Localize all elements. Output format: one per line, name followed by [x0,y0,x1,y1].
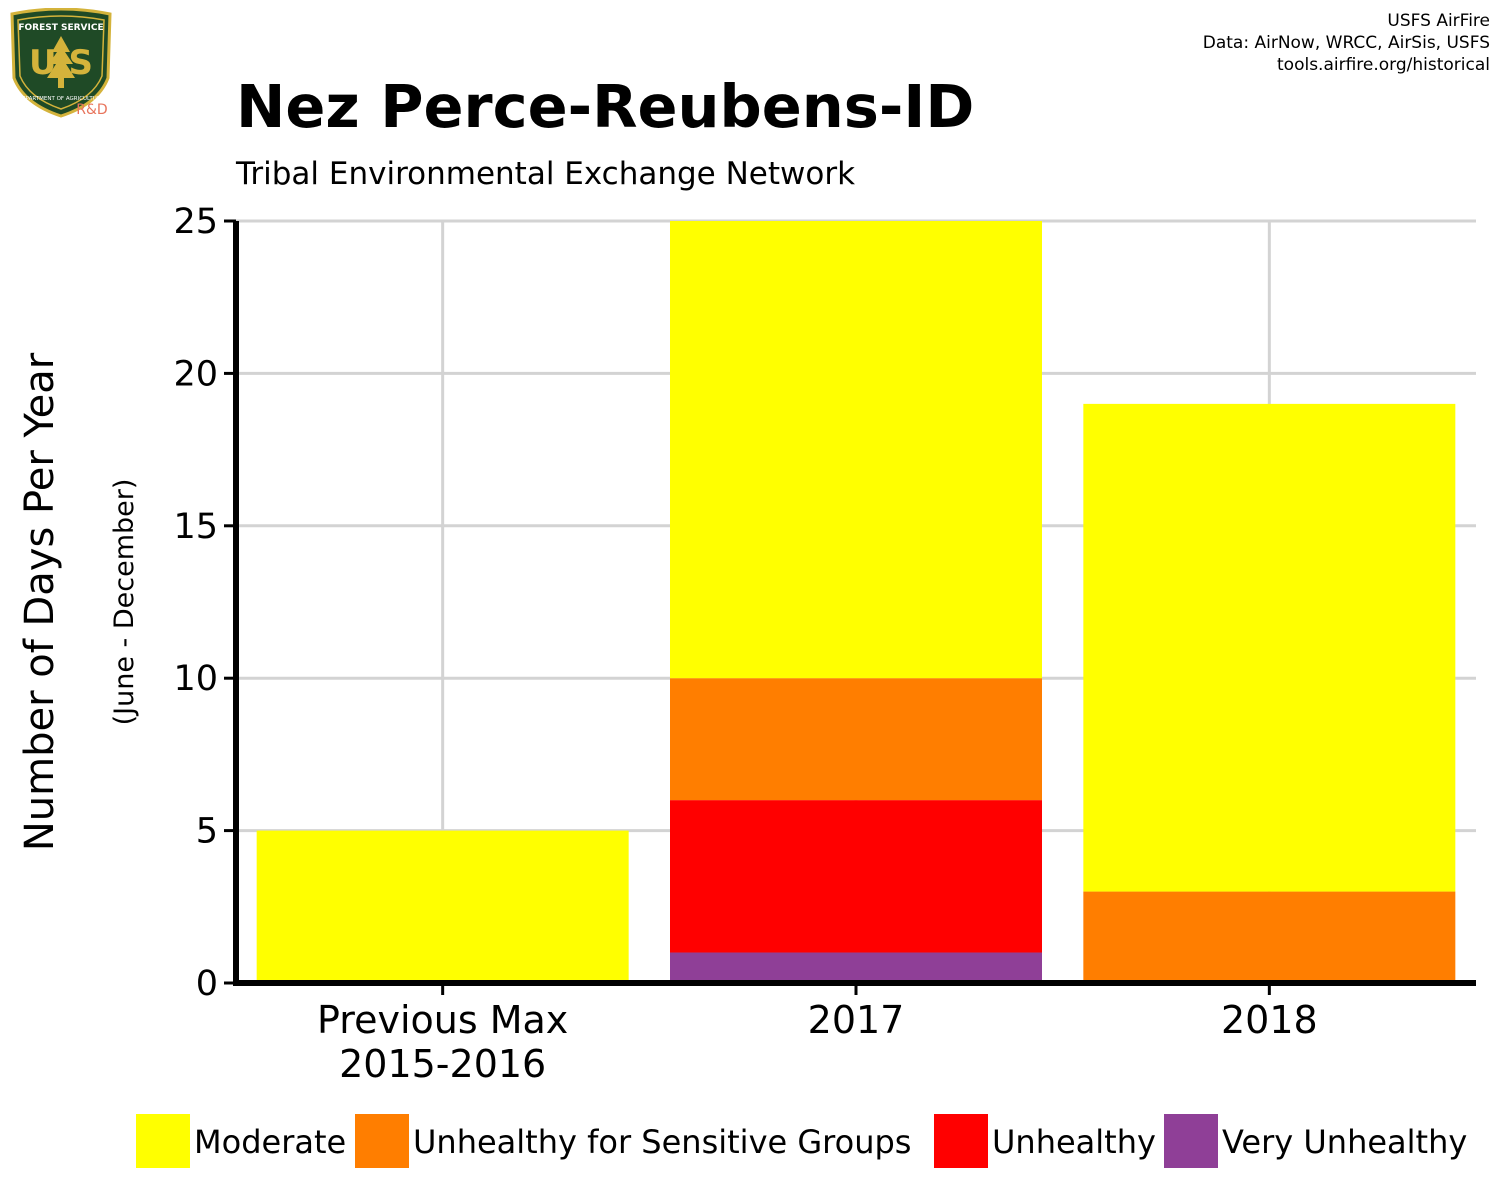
logo-bottom-text: DEPARTMENT OF AGRICULTURE [18,96,105,102]
tree-icon [47,36,75,78]
logo-top-text: FOREST SERVICE [18,23,103,33]
y-axis-subtitle: (June - December) [109,479,140,726]
bar-segment [1083,403,1456,892]
legend-swatch [355,1114,409,1168]
usfs-logo: FOREST SERVICE U S DEPARTMENT OF AGRICUL… [10,8,112,118]
legend-swatch [934,1114,988,1168]
y-tick-label: 10 [173,659,218,699]
x-tick-label: Previous Max [317,998,568,1042]
bar-segment [670,800,1042,953]
chart-title: Nez Perce-Reubens-ID [236,72,975,141]
legend-label: Unhealthy [992,1123,1156,1161]
y-tick-label: 25 [173,202,218,242]
x-tick-label: 2015-2016 [339,1042,546,1086]
credit-line: USFS AirFire [1387,11,1490,31]
legend-swatch [136,1114,190,1168]
y-tick-label: 20 [173,354,218,394]
bar-segment [670,678,1042,801]
legend-swatch [1164,1114,1218,1168]
y-tick-label: 0 [196,964,218,1004]
bar-segment [1083,891,1456,983]
legend-label: Moderate [194,1123,346,1161]
legend-label: Unhealthy for Sensitive Groups [413,1123,911,1161]
credits-block: USFS AirFire Data: AirNow, WRCC, AirSis,… [1203,10,1490,76]
x-tick-label: 2017 [808,998,905,1042]
credit-line: tools.airfire.org/historical [1277,55,1490,75]
bar-segment [670,221,1042,679]
y-axis-title: Number of Days Per Year [17,352,63,851]
chart-subtitle: Tribal Environmental Exchange Network [236,156,856,192]
legend-label: Very Unhealthy [1222,1123,1467,1161]
y-tick-label: 5 [196,812,218,852]
x-tick-label: 2018 [1221,998,1318,1042]
credit-line: Data: AirNow, WRCC, AirSis, USFS [1202,33,1490,53]
y-tick-label: 15 [173,507,218,547]
bar-segment [670,952,1042,983]
logo-rd: R&D [76,102,107,118]
bar-segment [256,830,629,983]
